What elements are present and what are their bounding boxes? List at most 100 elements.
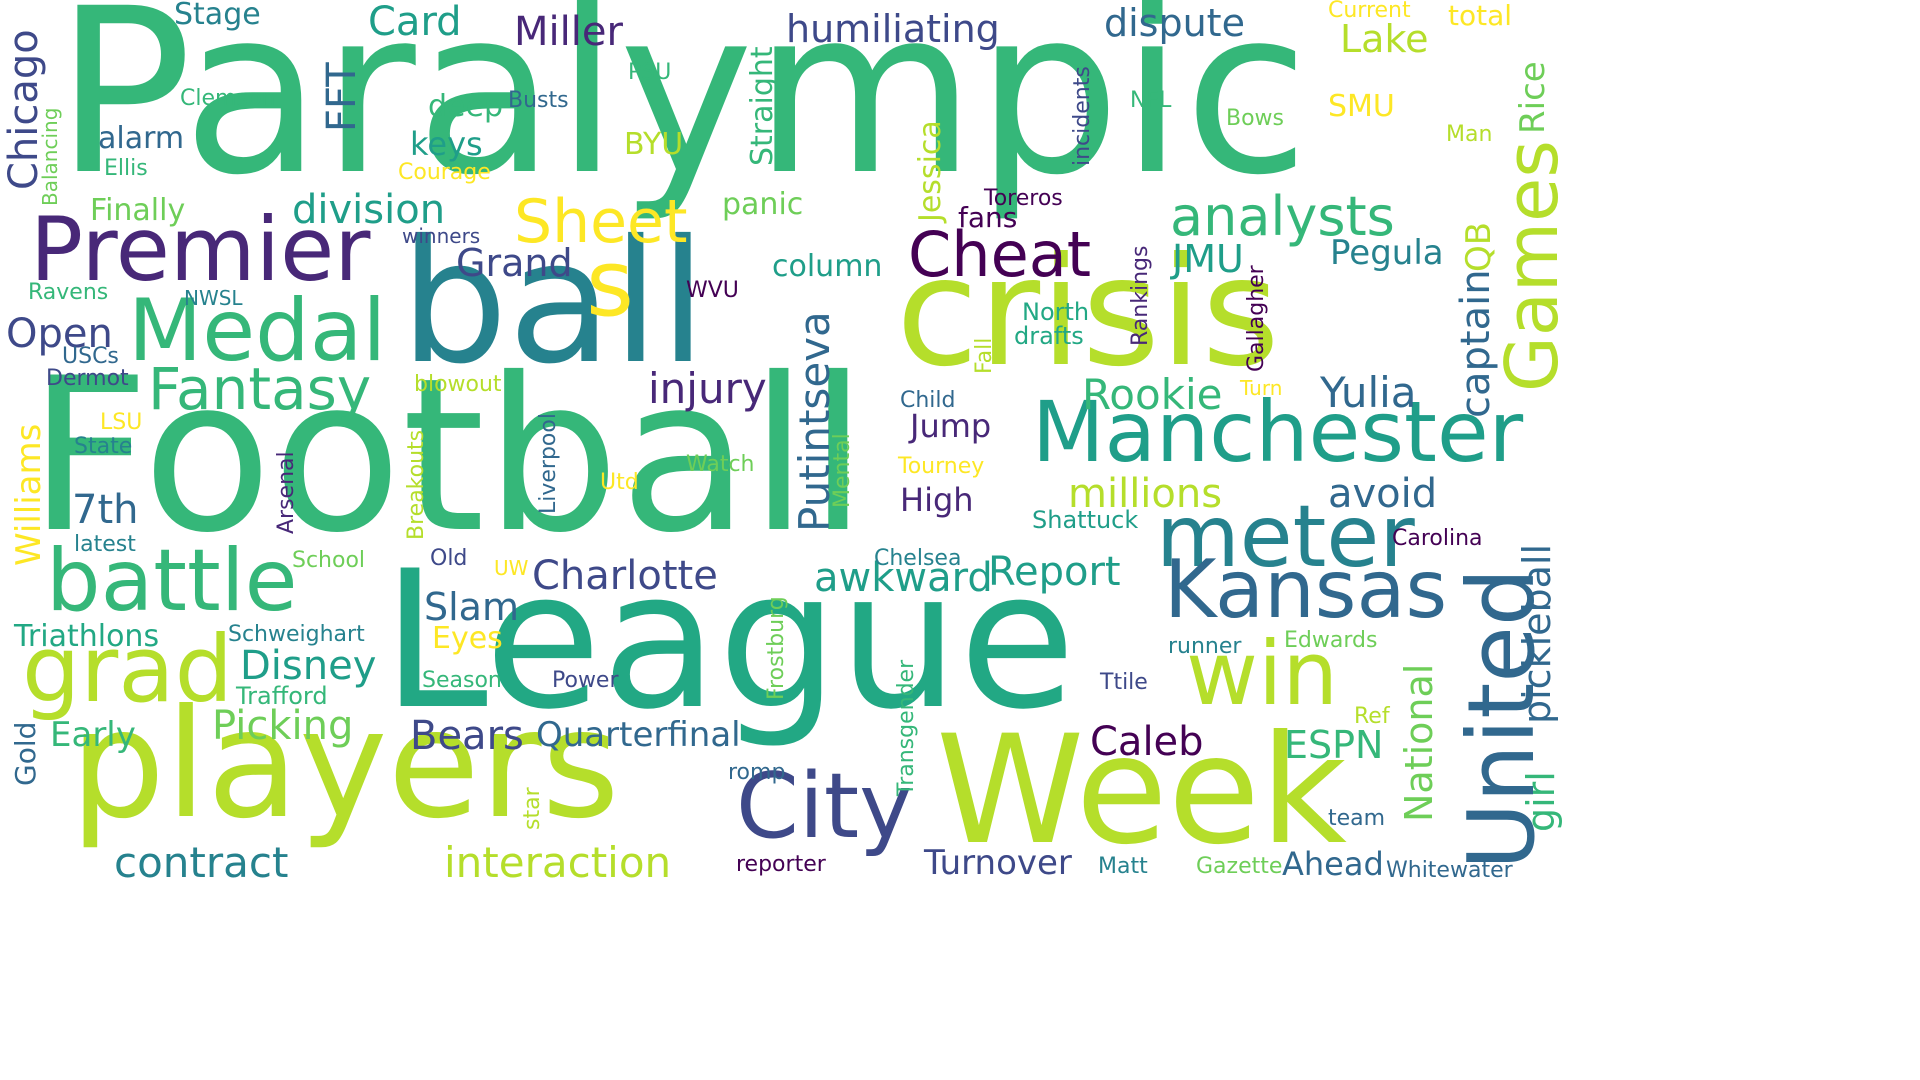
- word-lake: Lake: [1340, 17, 1429, 61]
- word-turn: Turn: [1240, 376, 1283, 400]
- word-utd: Utd: [600, 470, 639, 495]
- word-jmu: JMU: [1172, 237, 1244, 281]
- word-quarterfinal: Quarterfinal: [536, 715, 741, 755]
- word-power: Power: [552, 668, 619, 693]
- word-grad: grad: [22, 616, 233, 723]
- word-deep: deep: [428, 89, 503, 124]
- word-avoid: avoid: [1328, 471, 1438, 517]
- word-jessica: Jessica: [913, 120, 948, 222]
- word-picking: Picking: [212, 703, 354, 749]
- word-awkward: awkward: [814, 555, 993, 601]
- word-star: star: [520, 787, 545, 830]
- word-gazette: Gazette: [1196, 854, 1283, 879]
- word-jump: Jump: [910, 407, 992, 445]
- word-latest: latest: [74, 532, 136, 557]
- word-courage: Courage: [398, 160, 491, 185]
- word-carolina: Carolina: [1392, 526, 1483, 551]
- word-liverpool: Liverpool: [536, 413, 561, 514]
- word-charlotte: Charlotte: [532, 553, 718, 599]
- word-high: High: [900, 481, 974, 519]
- word-byu: BYU: [624, 127, 684, 162]
- word-season: Season: [422, 668, 502, 693]
- word-caleb: Caleb: [1090, 719, 1204, 765]
- word-disney: Disney: [240, 643, 377, 689]
- word-rankings: Rankings: [1128, 245, 1153, 346]
- word-trafford: Trafford: [236, 682, 328, 710]
- word-triathlons: Triathlons: [14, 619, 160, 654]
- word-paralympic: Paralympic: [55, 0, 1310, 225]
- word-millions: millions: [1068, 471, 1223, 517]
- word-breakouts: Breakouts: [404, 429, 429, 540]
- word-contract: contract: [114, 838, 289, 883]
- word-fantasy: Fantasy: [148, 355, 372, 423]
- word-analysts: analysts: [1170, 185, 1395, 248]
- word-interaction: interaction: [444, 838, 672, 883]
- word-turnover: Turnover: [924, 843, 1072, 882]
- word-arsenal: Arsenal: [274, 451, 299, 534]
- word-battle: battle: [46, 531, 298, 631]
- word-injury: injury: [648, 364, 767, 413]
- word-slam: Slam: [424, 585, 519, 629]
- word-north: North: [1022, 298, 1090, 326]
- word-7th: 7th: [72, 487, 139, 533]
- word-pegula: Pegula: [1330, 233, 1444, 273]
- word-busts: Busts: [508, 88, 569, 113]
- word-early: Early: [50, 715, 136, 755]
- word-medal: Medal: [128, 281, 387, 381]
- word-cloud: Paralympic Football League crisis ball p…: [1, 0, 1568, 883]
- word-stage: Stage: [174, 0, 261, 32]
- word-fall: Fall: [972, 337, 997, 374]
- word-keys: keys: [410, 125, 483, 163]
- word-clemson: Clemson: [180, 86, 276, 111]
- word-league: League: [382, 530, 1076, 751]
- word-balancing: Balancing: [38, 107, 62, 206]
- word-romp: romp: [728, 760, 786, 785]
- word-girl: girl: [1519, 771, 1563, 832]
- word-division: division: [292, 187, 446, 233]
- word-city: City: [736, 754, 913, 859]
- word-drafts: drafts: [1014, 322, 1084, 350]
- word-bears: Bears: [410, 713, 524, 759]
- word-yulia: Yulia: [1320, 368, 1417, 417]
- word-winners: winners: [402, 224, 481, 248]
- word-eyes: Eyes: [432, 621, 503, 656]
- word-players: players: [70, 678, 620, 852]
- word-crisis: crisis: [896, 226, 1280, 400]
- word-sheet: Sheet: [514, 187, 688, 257]
- word-miller: Miller: [514, 9, 623, 55]
- word-frostburg: Frostburg: [764, 596, 789, 700]
- word-manchester: Manchester: [1032, 383, 1524, 481]
- word-fft: FFT: [319, 62, 365, 132]
- word-finally: Finally: [90, 193, 186, 228]
- word-rookie: Rookie: [1082, 370, 1223, 419]
- word-humiliating: humiliating: [786, 7, 1000, 51]
- word-total: total: [1448, 0, 1513, 32]
- word-tourney: Tourney: [898, 454, 985, 479]
- word-nfl: NFL: [1130, 88, 1172, 113]
- word-ball: ball: [400, 204, 707, 402]
- word-dermot: Dermot: [46, 366, 129, 391]
- word-school: School: [292, 548, 366, 573]
- word-ahead: Ahead: [1282, 845, 1384, 882]
- word-mental: Mental: [830, 433, 855, 508]
- word-man: Man: [1446, 122, 1493, 147]
- word-runner: runner: [1168, 634, 1242, 659]
- word-incidents: incidents: [1070, 66, 1095, 166]
- word-ravens: Ravens: [28, 280, 109, 305]
- word-qb: QB: [1459, 221, 1499, 272]
- word-pickleball: pickleball: [1515, 543, 1559, 724]
- word-gold: Gold: [9, 721, 42, 786]
- word-espn: ESPN: [1284, 723, 1384, 767]
- word-uw: UW: [494, 556, 529, 580]
- word-edwards: Edwards: [1284, 628, 1378, 653]
- word-ttile: Ttile: [1100, 670, 1148, 695]
- word-panic: panic: [722, 187, 804, 222]
- word-ellis: Ellis: [104, 156, 148, 181]
- word-uscs: USCs: [62, 344, 119, 369]
- word-chelsea: Chelsea: [874, 546, 962, 571]
- word-football: Football: [28, 332, 868, 579]
- word-report: Report: [988, 549, 1121, 595]
- word-state: State: [74, 434, 133, 459]
- word-win: win: [1186, 622, 1339, 725]
- word-reporter: reporter: [736, 852, 826, 877]
